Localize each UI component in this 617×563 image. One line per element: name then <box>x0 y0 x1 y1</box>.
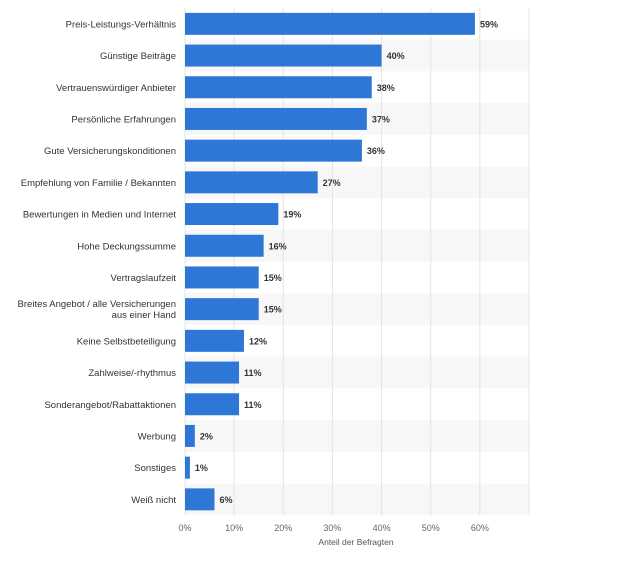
bar-layer <box>185 12 475 511</box>
row-background <box>185 356 529 389</box>
bar-value-label: 11% <box>244 400 262 410</box>
bar[interactable] <box>185 456 190 479</box>
bar[interactable] <box>185 298 259 321</box>
bar[interactable] <box>185 488 215 511</box>
bar-value-label: 6% <box>219 495 232 505</box>
category-label: Hohe Deckungssumme <box>77 241 176 252</box>
bar-value-label: 38% <box>377 83 395 93</box>
bar-value-label: 2% <box>200 431 213 441</box>
x-tick-label: 20% <box>274 523 292 533</box>
bar-value-label: 59% <box>480 19 498 29</box>
bar[interactable] <box>185 234 264 257</box>
category-label: aus einer Hand <box>112 310 176 321</box>
bar-value-label: 1% <box>195 463 208 473</box>
category-label-layer: Preis-Leistungs-Verhältnis Günstige Beitr… <box>18 19 177 506</box>
category-label: Zahlweise/-rhythmus <box>88 368 176 379</box>
x-tick-label: 50% <box>422 523 440 533</box>
category-label: Breites Angebot / alle Versicherungen <box>18 299 176 310</box>
category-label: Sonderangebot/Rabattaktionen <box>44 400 176 411</box>
bar-value-label: 36% <box>367 146 385 156</box>
bar[interactable] <box>185 361 240 384</box>
x-axis-title: Anteil der Befragten <box>318 537 393 547</box>
category-label: Vertragslaufzeit <box>111 273 177 284</box>
bar-value-label: 40% <box>387 51 405 61</box>
category-label: Preis-Leistungs-Verhältnis <box>66 19 177 30</box>
x-tick-label: 30% <box>323 523 341 533</box>
row-background <box>185 420 529 452</box>
bar[interactable] <box>185 76 372 99</box>
category-label: Vertrauenswürdiger Anbieter <box>56 83 176 94</box>
category-label: Bewertungen in Medien und Internet <box>23 210 177 221</box>
bar[interactable] <box>185 171 318 194</box>
bar[interactable] <box>185 329 244 352</box>
bar-value-label: 12% <box>249 336 267 346</box>
bar-value-label: 37% <box>372 114 390 124</box>
x-tick-label: 0% <box>178 523 191 533</box>
category-label: Sonstiges <box>134 463 176 474</box>
bar[interactable] <box>185 203 279 226</box>
bar[interactable] <box>185 266 259 289</box>
bar-value-label: 16% <box>269 241 287 251</box>
x-tick-label: 60% <box>471 523 489 533</box>
x-tick-label: 40% <box>373 523 391 533</box>
bar-value-label: 27% <box>323 178 341 188</box>
bar[interactable] <box>185 107 367 130</box>
bar[interactable] <box>185 393 240 416</box>
category-label: Weiß nicht <box>131 495 176 506</box>
bar-value-label: 15% <box>264 273 282 283</box>
category-label: Gute Versicherungskonditionen <box>44 146 176 157</box>
category-label: Werbung <box>138 431 176 442</box>
category-label: Günstige Beiträge <box>100 51 176 62</box>
tick-label-layer: 0% 10% 20% 30% 40% 50% 60% <box>178 523 488 533</box>
category-label: Keine Selbstbeteiligung <box>77 336 176 347</box>
bar[interactable] <box>185 424 195 447</box>
category-label: Empfehlung von Familie / Bekannten <box>21 178 176 189</box>
category-label: Persönliche Erfahrungen <box>71 114 176 125</box>
row-background <box>185 483 529 516</box>
value-label-layer: 59% 40% 38% 37% 36% 27% 19% 16% 15% 15% 12% 11% 11% 2… <box>195 19 498 505</box>
bar[interactable] <box>185 139 362 162</box>
bar[interactable] <box>185 12 475 35</box>
x-tick-label: 10% <box>225 523 243 533</box>
bar-value-label: 19% <box>283 210 301 220</box>
bar[interactable] <box>185 44 382 67</box>
bar-value-label: 15% <box>264 305 282 315</box>
bar-value-label: 11% <box>244 368 262 378</box>
